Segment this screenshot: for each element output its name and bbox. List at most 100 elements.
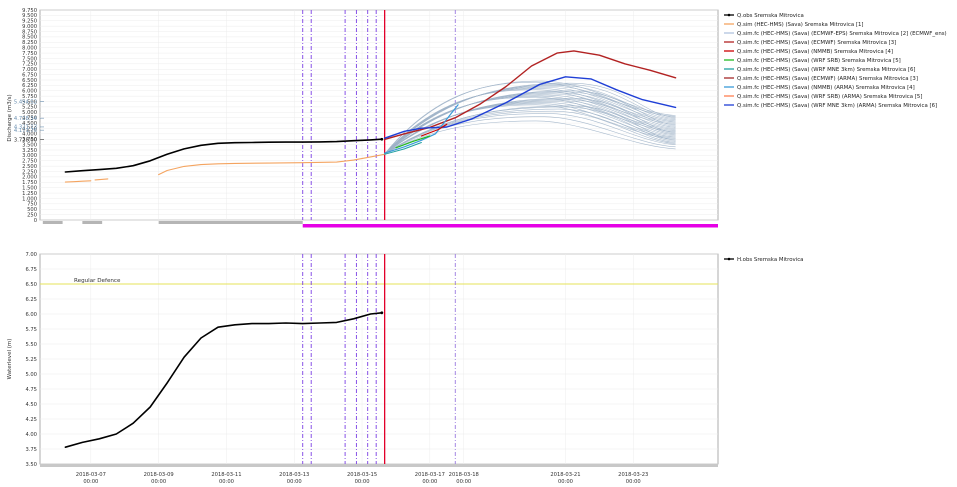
value-marker-label: 4.171,76 [14,128,37,134]
ensemble-forecast-lines [384,80,676,155]
y-tick-label: 8.000 [22,45,37,51]
data-availability-bar [82,221,103,224]
y-tick-label: 6.50 [25,282,37,288]
y-tick-label: 6.250 [22,83,37,89]
y-tick-label: 9.000 [22,24,37,30]
y-tick-label: 1.500 [22,185,37,191]
legend-entry: Q.sim.fc (HEC-HMS) (Sava) (WRF MNE 3km) … [737,67,915,73]
discharge-legend: Q.obs Sremska Mitrovica Q.sim (HEC-HMS) (… [724,13,947,109]
x-tick-date: 2018-03-15 [347,472,377,478]
ensemble-member-line [384,113,676,155]
y-tick-label: 3.500 [22,142,37,148]
series-end-point [380,311,384,315]
x-tick-time: 00:00 [83,479,98,485]
y-tick-label: 5.750 [22,94,37,100]
value-marker-label: 3.728,00 [14,138,37,144]
series-line-nmmb [420,123,448,137]
y-tick-label: 3.250 [22,148,37,154]
y-tick-label: 9.250 [22,19,37,25]
series-line-wrfmne_arma [383,76,677,139]
y-tick-label: 4.25 [25,417,37,423]
y-tick-label: 7.00 [25,252,37,258]
waterlevel-series [64,311,384,448]
data-availability-bar [158,221,303,224]
y-tick-label: 1.750 [22,180,37,186]
y-tick-label: 4.000 [22,132,37,138]
x-tick-date: 2018-03-17 [415,472,445,478]
legend-marker [727,13,731,17]
y-tick-label: 4.50 [25,402,37,408]
ensemble-member-line [384,88,676,155]
y-tick-label: 2.500 [22,164,37,170]
y-tick-label: 2.750 [22,159,37,165]
legend-entry: Q.sim.fc (HEC-HMS) (Sava) (ECMWF) Sremsk… [737,40,896,46]
forecast-period-bar [302,224,718,228]
y-tick-label: 4.00 [25,432,37,438]
series-line-wrfmne [384,142,422,155]
x-tick-time: 00:00 [151,479,166,485]
waterlevel-y-ticks: 3.50 3.75 4.00 4.25 4.50 4.75 5.00 5.25 5.50 5.75… [25,252,37,468]
discharge-y-axis-label: Discharge (m3/s) [7,94,13,141]
legend-entry: Q.sim.fc (HEC-HMS) (Sava) (NMMB) Sremska… [737,49,893,55]
y-tick-label: 500 [27,207,37,213]
y-tick-label: 4.500 [22,121,37,127]
y-tick-label: 6.000 [22,89,37,95]
x-tick-time: 00:00 [287,479,302,485]
legend-entry: Q.sim.fc (HEC-HMS) (Sava) (ECMWF) (ARMA)… [737,76,918,82]
x-tick-time: 00:00 [422,479,437,485]
x-tick-time: 00:00 [626,479,641,485]
y-tick-label: 7.500 [22,56,37,62]
discharge-y-ticks: 02505007501.0001.2501.5001.7502.0002.250… [22,8,37,224]
y-tick-label: 7.750 [22,51,37,57]
y-tick-label: 1.000 [22,196,37,202]
value-marker-label: 5.494,52 [14,99,37,105]
series-line-qsim [158,153,386,176]
legend-entry: Q.sim.fc (HEC-HMS) (Sava) (WRF SRB) (ARM… [737,94,922,100]
series-line-wrfsrb [395,135,431,149]
ensemble-member-line [384,80,676,155]
waterlevel-legend: H.obs Sremska Mitrovica [724,257,803,263]
y-tick-label: 5.75 [25,327,37,333]
series-line-qobs [64,138,383,173]
value-marker-label: 4.728,34 [14,116,38,122]
discharge-value-markers: 3.728,00 4.171,764.321,13 4.728,34 5.494,52 [14,99,44,144]
series-end-point [380,137,384,141]
legend-marker [727,257,731,261]
y-tick-label: 8.500 [22,35,37,41]
y-tick-label: 4.750 [22,115,37,121]
legend-entry: Q.sim.fc (HEC-HMS) (Sava) (WRF MNE 3km) … [737,103,937,109]
y-tick-label: 5.250 [22,105,37,111]
x-tick-date: 2018-03-09 [144,472,174,478]
y-tick-label: 5.25 [25,357,37,363]
waterlevel-vertical-markers [302,254,456,464]
x-tick-date: 2018-03-18 [449,472,479,478]
x-tick-time: 00:00 [219,479,234,485]
series-line-qsim_early2 [94,178,109,181]
x-tick-time: 00:00 [558,479,573,485]
y-tick-label: 5.500 [22,99,37,105]
x-tick-time: 00:00 [355,479,370,485]
y-tick-label: 2.250 [22,169,37,175]
y-tick-label: 3.75 [25,447,37,453]
y-tick-label: 7.000 [22,67,37,73]
y-tick-label: 9.500 [22,13,37,19]
y-tick-label: 4.75 [25,387,37,393]
y-tick-label: 5.000 [22,110,37,116]
legend-entry: Q.sim.fc (HEC-HMS) (Sava) (NMMB) (ARMA) … [737,85,915,91]
x-tick-date: 2018-03-23 [618,472,648,478]
y-tick-label: 3.750 [22,137,37,143]
time-axis-ticks: 2018-03-0700:002018-03-0900:002018-03-11… [76,472,649,485]
waterlevel-bottom-bar [40,464,718,467]
series-line-qsim_early [64,180,92,183]
x-tick-date: 2018-03-07 [76,472,106,478]
y-tick-label: 8.750 [22,29,37,35]
series-line-hobs [64,312,383,448]
legend-entry: Q.sim (HEC-HMS) (Sava) Sremska Mitrovica… [737,22,863,28]
ensemble-member-line [384,87,676,155]
ensemble-member-line [384,120,676,155]
y-tick-label: 8.250 [22,40,37,46]
ensemble-member-line [384,81,676,155]
x-tick-date: 2018-03-21 [550,472,580,478]
data-availability-bars [42,221,718,228]
